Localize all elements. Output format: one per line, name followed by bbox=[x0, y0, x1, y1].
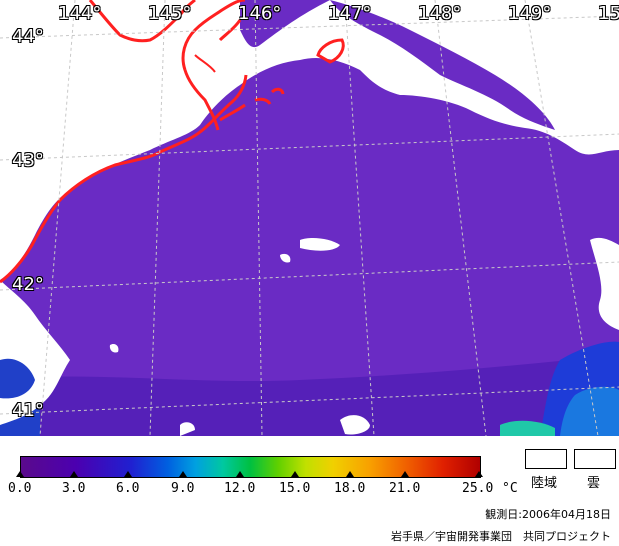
tick-mark-0 bbox=[16, 471, 24, 477]
latline-44 bbox=[0, 15, 619, 39]
tick-label-21: 21.0 bbox=[389, 481, 421, 496]
tick-label-0: 0.0 bbox=[8, 481, 32, 496]
tick-label-6: 6.0 bbox=[116, 481, 140, 496]
tick-mark-6 bbox=[124, 471, 132, 477]
coastline-kunashiri bbox=[181, 0, 246, 131]
cloud-label: 雲 bbox=[587, 476, 601, 491]
tick-mark-3 bbox=[70, 471, 78, 477]
tick-label-25: 25.0 bbox=[462, 481, 494, 496]
tick-mark-21 bbox=[401, 471, 409, 477]
tick-mark-15 bbox=[291, 471, 299, 477]
cloud-east bbox=[590, 237, 619, 330]
sst-map: 144° 145° 146° 147° 148° 149° 15 44° 43°… bbox=[0, 0, 619, 436]
coastline-habomai bbox=[219, 87, 285, 122]
cloud-small-3 bbox=[340, 415, 370, 435]
latline-41 bbox=[0, 386, 619, 415]
tick-label-18: 18.0 bbox=[334, 481, 366, 496]
sea-north-patch-2 bbox=[240, 0, 330, 48]
temperature-colorbar bbox=[20, 456, 481, 478]
cloud-west-gap bbox=[0, 358, 35, 399]
lon-label-145: 145° bbox=[148, 3, 192, 24]
observation-date: 観測日:2006年04月18日 bbox=[485, 508, 611, 521]
lon-label-149: 149° bbox=[508, 3, 552, 24]
unit-label: °C bbox=[502, 481, 518, 496]
coastline-shikotan bbox=[316, 38, 345, 64]
lon-label-150: 15 bbox=[598, 3, 619, 24]
credit-text: 岩手県／宇宙開発事業団 共同プロジェクト bbox=[391, 530, 611, 543]
tick-mark-25 bbox=[475, 471, 483, 477]
lonline-145 bbox=[149, 0, 166, 436]
coastline-hokkaido bbox=[0, 74, 248, 284]
cloud-small-4 bbox=[109, 343, 119, 353]
legend: 0.0 3.0 6.0 9.0 12.0 15.0 18.0 21.0 25.0… bbox=[0, 436, 619, 546]
cloud-swatch bbox=[574, 449, 616, 469]
lat-label-41: 41° bbox=[12, 400, 44, 421]
warm-water-patch-2 bbox=[560, 386, 619, 436]
land-swatch bbox=[525, 449, 567, 469]
lonline-144 bbox=[39, 0, 76, 436]
lonline-149 bbox=[524, 0, 599, 436]
cloud-small-1 bbox=[300, 237, 340, 251]
lon-label-146: 146° bbox=[238, 3, 282, 24]
tick-mark-18 bbox=[346, 471, 354, 477]
latline-42 bbox=[0, 261, 619, 291]
sea-north-patch bbox=[200, 0, 555, 130]
lon-label-147: 147° bbox=[328, 3, 372, 24]
lon-label-148: 148° bbox=[418, 3, 462, 24]
lonline-147 bbox=[344, 0, 375, 436]
sea-south-band bbox=[0, 355, 619, 436]
latline-43 bbox=[0, 133, 619, 161]
tick-mark-9 bbox=[179, 471, 187, 477]
cloud-small-5 bbox=[180, 422, 195, 436]
tick-label-9: 9.0 bbox=[171, 481, 195, 496]
lat-label-44: 44° bbox=[12, 26, 44, 47]
lon-label-144: 144° bbox=[58, 3, 102, 24]
sst-map-canvas bbox=[0, 0, 619, 436]
coastline-island-spur bbox=[218, 19, 242, 42]
coastline-north-1 bbox=[88, 0, 196, 43]
graticule bbox=[0, 0, 619, 436]
lonline-146 bbox=[254, 0, 263, 436]
tick-label-15: 15.0 bbox=[279, 481, 311, 496]
tick-label-12: 12.0 bbox=[224, 481, 256, 496]
lat-label-42: 42° bbox=[12, 274, 44, 295]
land-label: 陸域 bbox=[531, 476, 558, 491]
tick-label-3: 3.0 bbox=[62, 481, 86, 496]
lonline-148 bbox=[434, 0, 487, 436]
warm-water-patch-3 bbox=[500, 420, 555, 436]
lat-label-43: 43° bbox=[12, 150, 44, 171]
coastline-inlet bbox=[194, 54, 216, 73]
tick-mark-12 bbox=[236, 471, 244, 477]
cloud-small-2 bbox=[280, 253, 291, 263]
